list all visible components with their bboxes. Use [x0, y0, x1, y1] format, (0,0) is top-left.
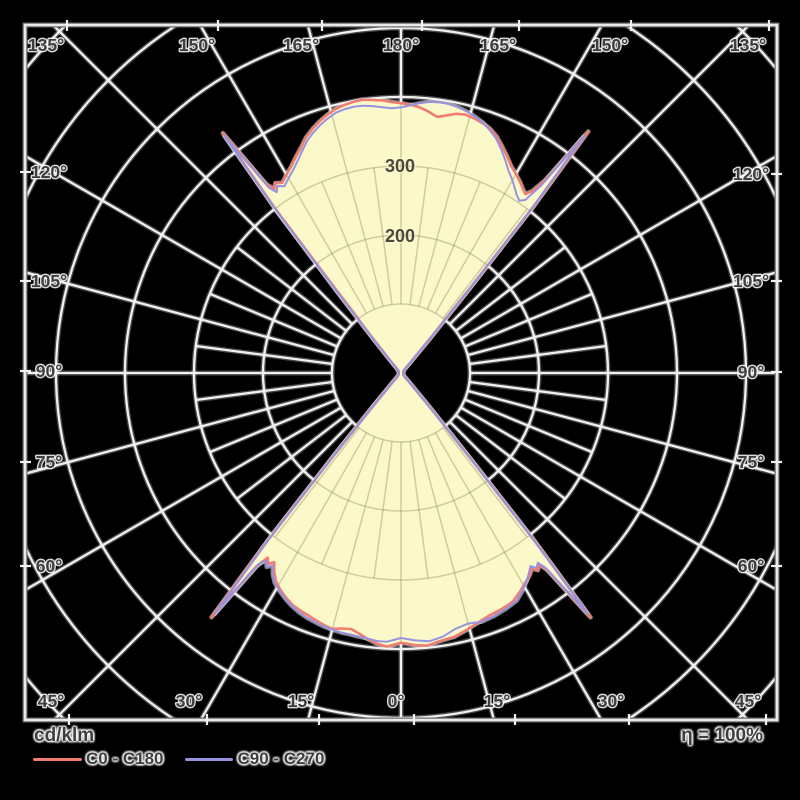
grid-spoke-major — [25, 269, 335, 358]
angle-tick-label: 180° — [383, 35, 419, 55]
grid-spoke-minor — [464, 398, 593, 454]
grid-spoke-major — [434, 432, 603, 720]
grid-spoke-minor — [372, 167, 394, 305]
grid-spoke-major — [434, 25, 604, 314]
frame-ticks — [20, 20, 782, 725]
angle-tick-label: 0° — [388, 691, 405, 711]
angle-tick-label: 105° — [733, 271, 769, 291]
grid-spoke-major — [199, 432, 368, 720]
grid-spoke-minor — [195, 380, 333, 402]
grid-spoke-minor — [469, 344, 607, 366]
grid-spoke-minor — [195, 344, 333, 366]
efficiency-label: η = 100% — [681, 725, 763, 746]
angle-tick-label: 165° — [283, 35, 319, 55]
grid-spoke-minor — [469, 380, 607, 402]
grid-spoke-major — [51, 25, 354, 326]
grid-spoke-major — [467, 389, 777, 475]
grid-spoke-minor — [408, 441, 430, 579]
grid-spoke-minor — [320, 436, 376, 565]
angle-tick-label: 150° — [592, 35, 628, 55]
grid-spoke-major — [25, 406, 342, 592]
grid-spoke-minor — [236, 246, 347, 332]
angle-tick-label: 75° — [738, 452, 764, 472]
grid-spoke-major — [460, 154, 777, 340]
grid-spoke-minor — [455, 246, 566, 332]
angle-tick-label: 15° — [484, 691, 510, 711]
curve-C90-C270 — [213, 100, 589, 643]
ring-labels: 300 200 — [384, 155, 416, 247]
grid-spoke-major — [198, 25, 368, 314]
ring-value-label: 200 — [385, 226, 415, 246]
angle-tick-label: 165° — [480, 35, 516, 55]
legend-line-0 — [33, 757, 82, 761]
angle-tick-label: 60° — [738, 556, 764, 576]
angle-tick-label: 105° — [31, 271, 67, 291]
grid-spoke-minor — [209, 292, 338, 348]
grid-spoke-minor — [455, 414, 566, 500]
grid-spoke-major — [52, 420, 354, 720]
grid-spoke-major — [25, 154, 342, 340]
grid-spoke-major — [467, 269, 777, 358]
grid-spoke-major — [467, 271, 777, 357]
angle-tick-label: 120° — [733, 164, 769, 184]
angle-tick-label: 135° — [28, 35, 64, 55]
angle-tick-label: 120° — [31, 162, 67, 182]
angle-tick-label: 45° — [735, 691, 761, 711]
angle-tick-label: 30° — [598, 691, 624, 711]
legend-label-0: C0 - C180 — [86, 749, 164, 768]
grid-spoke-minor — [464, 292, 593, 348]
grid-spoke-minor — [320, 181, 376, 310]
grid-spoke-major — [211, 227, 335, 356]
grid-spoke-major — [25, 389, 335, 475]
grid-spoke-major — [467, 227, 591, 356]
grid-spoke-major — [25, 271, 335, 357]
grid-spoke-major — [306, 25, 385, 307]
angle-tick-label: 90° — [36, 361, 62, 381]
angle-labels: 135° 150° 165° 180° 165° 150° 135° 45° 30° 15° 0° 1… — [26, 34, 770, 713]
grid-spoke-major — [306, 439, 385, 720]
grid-spoke-major — [417, 439, 496, 720]
grid-spoke-major — [417, 25, 496, 307]
legend: C0 - C180 C90 - C270 — [33, 749, 325, 768]
angle-tick-label: 45° — [38, 691, 64, 711]
angle-tick-label: 75° — [36, 452, 62, 472]
grid-spoke-major — [460, 406, 777, 592]
grid-spoke-minor — [442, 208, 528, 319]
ring-value-label: 300 — [385, 156, 415, 176]
angle-tick-label: 30° — [176, 691, 202, 711]
angle-tick-label: 150° — [179, 35, 215, 55]
angle-tick-label: 60° — [36, 556, 62, 576]
angle-tick-label: 90° — [738, 362, 764, 382]
grid-spoke-minor — [236, 414, 347, 500]
grid-spoke-minor — [408, 167, 430, 305]
legend-label-1: C90 - C270 — [237, 749, 325, 768]
grid-spoke-major — [448, 25, 751, 326]
grid-spoke-minor — [426, 181, 482, 310]
angle-tick-label: 15° — [288, 691, 314, 711]
angle-tick-label: 135° — [730, 35, 766, 55]
grid-spoke-minor — [209, 398, 338, 454]
grid-spoke-minor — [426, 436, 482, 565]
grid-spoke-minor — [274, 427, 360, 538]
unit-label: cd/klm — [34, 725, 95, 746]
legend-line-1 — [185, 757, 234, 761]
grid-spoke-minor — [442, 427, 528, 538]
grid-spoke-major — [448, 420, 750, 720]
grid-spoke-minor — [372, 441, 394, 579]
